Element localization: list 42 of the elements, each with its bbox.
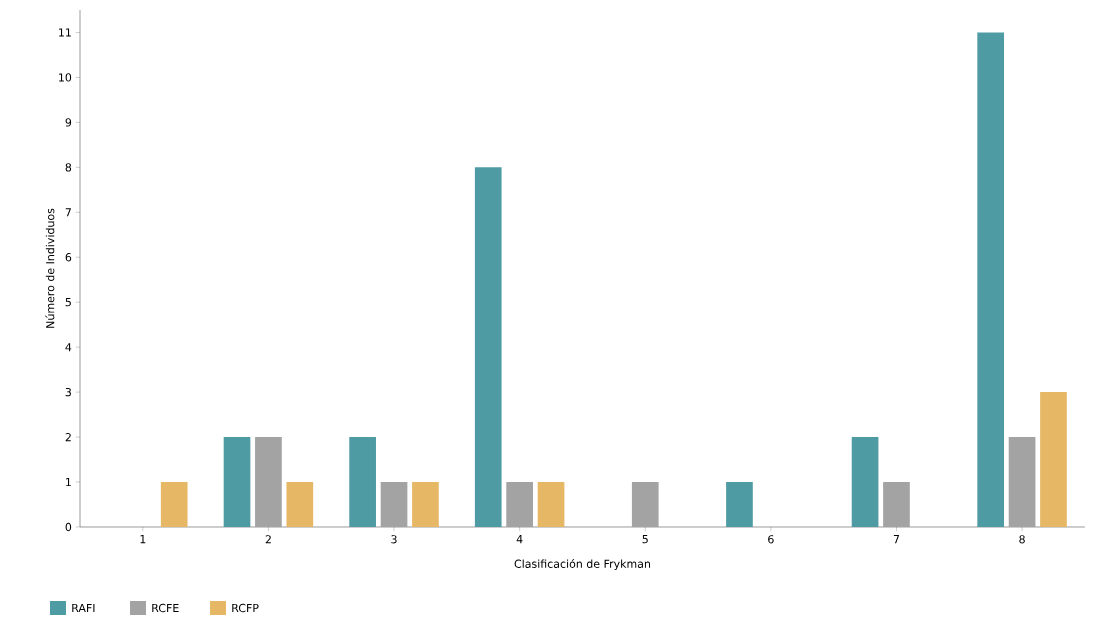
y-tick-label: 3 [65,387,71,397]
x-tick-label: 7 [893,535,900,544]
y-tick-label: 1 [66,478,71,487]
y-tick-label: 11 [59,28,71,37]
bar [1008,437,1036,527]
bar [223,437,251,527]
bar [412,482,439,527]
y-tick-label: 7 [65,208,71,217]
y-tick-label: 4 [65,343,72,352]
legend-label: RCFP [232,603,259,613]
x-tick-label: 4 [516,535,523,544]
y-tick-label: 10 [59,73,72,82]
y-axis-title: Número de Individuos [45,208,55,328]
bar [349,437,376,527]
bar [1040,392,1067,527]
x-axis-title: Clasificación de Frykman [514,558,650,571]
x-tick-label: 5 [642,535,648,544]
bar [506,482,533,527]
bar [255,437,282,527]
bar [537,482,565,527]
bar [286,482,314,527]
bar [631,482,659,527]
y-tick-label: 8 [65,163,72,172]
y-tick-label: 9 [65,118,72,127]
x-tick-label: 8 [1019,535,1025,544]
legend-label: RAFI [72,603,95,612]
y-tick-label: 5 [65,298,71,307]
bar [380,482,408,527]
bar [160,482,188,527]
x-tick-label: 1 [140,535,146,544]
x-tick-label: 3 [391,535,397,544]
bar [977,32,1005,527]
x-tick-label: 6 [768,535,774,544]
y-tick-label: 0 [65,522,72,532]
bar [851,437,879,527]
y-tick-label: 6 [65,253,72,262]
y-tick-label: 2 [65,433,71,442]
bar [883,482,910,527]
legend-label: RCFE [152,603,179,613]
bar [474,167,502,527]
x-tick-label: 2 [265,535,271,544]
bar [726,482,753,527]
